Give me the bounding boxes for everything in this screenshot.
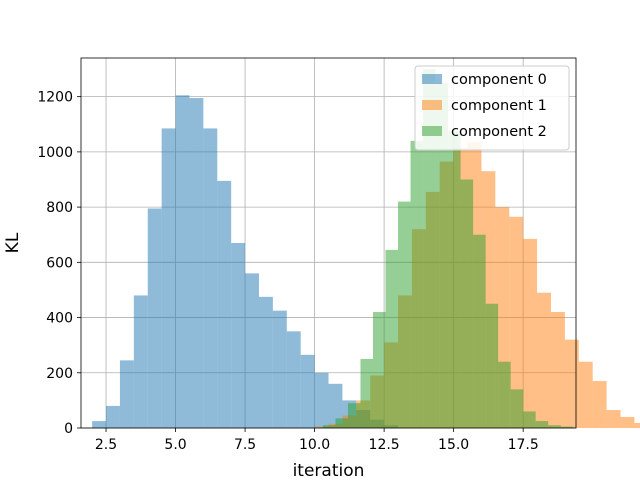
histogram-bar: [509, 216, 524, 428]
legend-swatch: [422, 100, 442, 110]
histogram-bar: [245, 273, 259, 428]
histogram-bar: [485, 303, 499, 428]
histogram-bar: [258, 296, 273, 428]
histogram-bar: [537, 292, 551, 428]
histogram-bar: [372, 312, 386, 428]
histogram-bar: [460, 179, 474, 428]
histogram-bar: [620, 416, 635, 428]
histogram-bar: [410, 140, 424, 428]
histogram-bar: [473, 234, 486, 428]
series-0-bars: [92, 95, 399, 428]
histogram-bar: [606, 410, 621, 428]
y-tick-label: 0: [64, 421, 73, 437]
histogram-bar: [560, 426, 574, 428]
histogram-bar: [335, 418, 348, 428]
histogram-bar: [360, 358, 373, 428]
histogram-bar: [217, 180, 232, 428]
plot-frame: [80, 57, 577, 429]
histogram-bar: [231, 243, 246, 428]
legend-box: [414, 65, 570, 151]
series-2-bars: [322, 69, 574, 429]
legend-swatch: [422, 74, 442, 84]
y-axis-title: KL: [3, 232, 23, 253]
histogram-bar: [498, 361, 511, 428]
legend-label: component 1: [451, 98, 547, 114]
histogram-bar: [322, 425, 336, 428]
legend-label: component 0: [451, 72, 547, 88]
y-tick-label: 1000: [37, 145, 73, 161]
histogram-bar: [147, 208, 162, 428]
y-tick-label: 200: [46, 366, 73, 382]
x-tick-label: 7.5: [234, 437, 256, 453]
legend-swatch: [422, 126, 442, 136]
y-tick-label: 400: [46, 311, 73, 327]
histogram-bar: [523, 238, 538, 428]
histogram-bar: [119, 360, 134, 428]
histogram-bar: [423, 69, 436, 429]
x-tick-label: 2.5: [95, 437, 117, 453]
legend: component 0 component 1 component 2: [414, 65, 570, 151]
histogram-bar: [523, 411, 536, 428]
x-tick-label: 5.0: [164, 437, 186, 453]
histogram-bar: [550, 312, 565, 428]
y-tick-label: 1200: [37, 90, 73, 106]
histogram-bar: [133, 295, 148, 428]
x-tick-label: 17.5: [508, 437, 539, 453]
y-tick-label: 800: [46, 200, 73, 216]
histogram-bar: [435, 82, 449, 429]
histogram-bar: [328, 383, 343, 428]
x-axis-title: iteration: [293, 461, 365, 480]
histogram-bar: [203, 128, 218, 428]
histogram-bar: [161, 128, 176, 428]
histogram-bar: [548, 425, 561, 428]
histogram-bar: [535, 421, 549, 428]
histogram-bar: [592, 381, 607, 428]
y-tick-label: 600: [46, 255, 73, 271]
histogram-bar: [272, 310, 287, 428]
histogram-bar: [564, 339, 579, 428]
histogram-bar: [175, 95, 190, 428]
histogram-bar: [634, 423, 640, 428]
histogram-bar: [300, 354, 315, 428]
histogram-bar: [510, 389, 524, 428]
legend-label: component 2: [451, 124, 547, 140]
histogram-bar: [92, 421, 107, 428]
x-tick-label: 10.0: [299, 437, 330, 453]
x-tick-label: 12.5: [369, 437, 400, 453]
bars: [92, 69, 640, 429]
histogram-bar: [448, 131, 461, 429]
histogram-bar: [578, 361, 593, 428]
histogram-bar: [347, 403, 361, 428]
histogram-bar: [189, 98, 204, 428]
histogram-bar: [398, 201, 411, 428]
histogram-bar: [106, 405, 120, 428]
histogram-bar: [385, 249, 399, 428]
x-tick-label: 15.0: [438, 437, 469, 453]
histogram-bar: [314, 426, 329, 428]
histogram-bar: [286, 331, 301, 428]
histogram-bar: [314, 372, 329, 428]
axis-ticks: 2.5 5.0 7.5 10.0 12.5 15.0 17.5 0 200 400 600 800 10…: [37, 90, 538, 453]
